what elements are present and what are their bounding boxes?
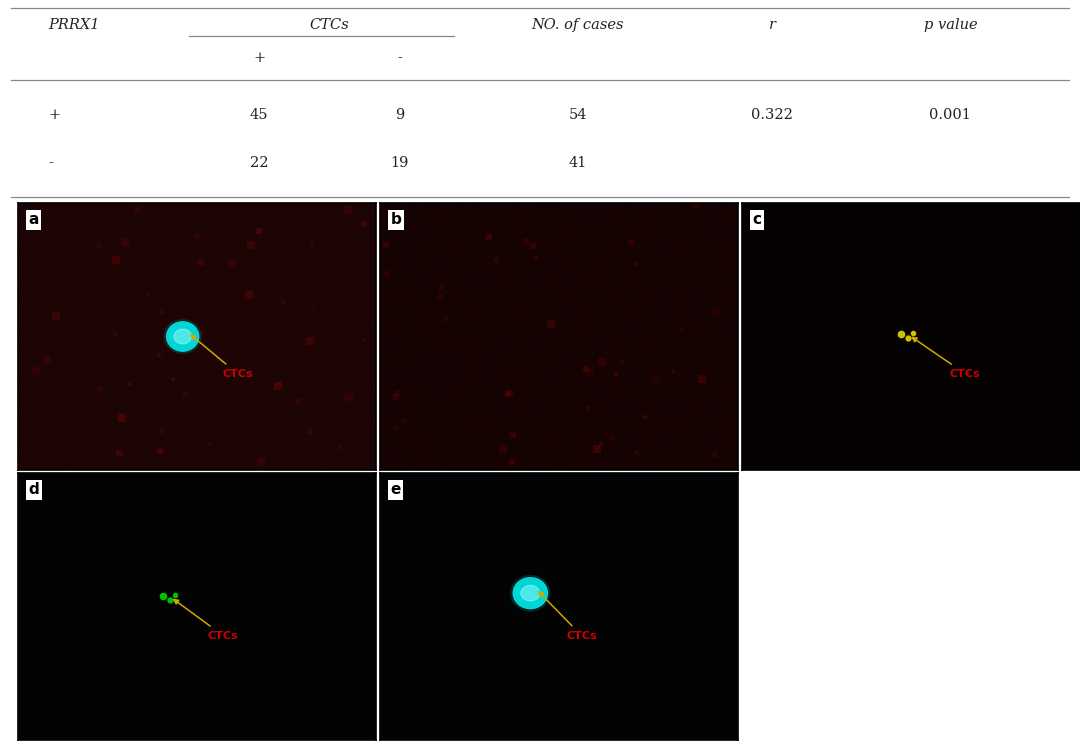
Ellipse shape [513, 577, 548, 609]
Text: -: - [397, 51, 402, 66]
Text: a: a [29, 212, 39, 227]
Text: CTCs: CTCs [174, 600, 239, 641]
Text: 54: 54 [568, 108, 588, 121]
Text: 22: 22 [249, 156, 269, 170]
Ellipse shape [166, 322, 199, 351]
Ellipse shape [164, 320, 201, 353]
Text: PRRX1: PRRX1 [49, 18, 100, 32]
Text: CTCs: CTCs [539, 592, 597, 641]
Text: 19: 19 [390, 156, 409, 170]
Ellipse shape [511, 575, 550, 611]
Text: 0.322: 0.322 [752, 108, 793, 121]
Text: e: e [391, 482, 401, 498]
Text: r: r [769, 18, 775, 32]
Text: +: + [253, 51, 266, 66]
Text: CTCs: CTCs [913, 337, 981, 378]
Text: p value: p value [923, 18, 977, 32]
Text: 0.001: 0.001 [930, 108, 971, 121]
Text: NO. of cases: NO. of cases [531, 18, 624, 32]
Ellipse shape [174, 329, 191, 344]
Text: b: b [391, 212, 402, 227]
Text: d: d [29, 482, 40, 498]
Text: +: + [49, 108, 60, 121]
Ellipse shape [521, 586, 540, 601]
Ellipse shape [168, 324, 197, 349]
Text: CTCs: CTCs [310, 18, 349, 32]
Text: c: c [753, 212, 761, 227]
Text: CTCs: CTCs [191, 335, 253, 378]
Ellipse shape [516, 580, 545, 606]
Text: -: - [49, 156, 54, 170]
Text: 41: 41 [568, 156, 588, 170]
Text: 9: 9 [395, 108, 404, 121]
Text: 45: 45 [249, 108, 269, 121]
